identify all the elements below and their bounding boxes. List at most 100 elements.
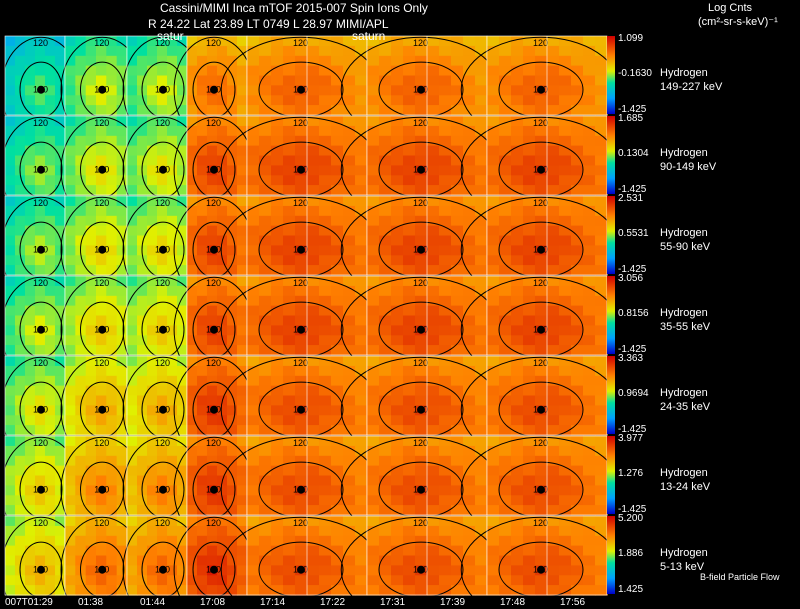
pixel-cell [307, 465, 320, 477]
pixel-cell [177, 365, 188, 377]
pixel-cell [403, 455, 416, 467]
bfield-marker [98, 485, 107, 494]
pixel-cell [167, 105, 178, 116]
pixel-cell [379, 505, 392, 516]
pixel-cell [367, 196, 380, 207]
pixel-cell [271, 585, 284, 596]
pixel-cell [283, 196, 296, 207]
pixel-cell [559, 135, 572, 147]
contour-label: 180 [33, 165, 48, 175]
pixel-cell [283, 276, 296, 287]
pixel-cell [295, 345, 308, 356]
pixel-cell [511, 155, 524, 166]
pixel-cell [259, 395, 272, 406]
pixel-cell [331, 265, 344, 276]
pixel-cell [343, 455, 356, 467]
pixel-cell [271, 165, 284, 176]
pixel-cell [403, 545, 416, 557]
pixel-cell [307, 125, 320, 137]
pixel-cell [85, 215, 97, 227]
pixel-cell [583, 305, 596, 317]
pixel-cell [439, 225, 452, 237]
pixel-cell [331, 85, 344, 96]
pixel-cell [391, 385, 404, 397]
species-label: Hydrogen [660, 467, 708, 479]
bfield-marker [537, 485, 545, 494]
pixel-cell [427, 225, 440, 237]
pixel-cell [259, 565, 272, 576]
pixel-cell [106, 45, 118, 57]
pixel-cell [217, 445, 228, 457]
pixel-cell [167, 265, 178, 276]
pixel-cell [523, 445, 536, 457]
pixel-cell [319, 295, 332, 307]
pixel-cell [227, 185, 238, 196]
pixel-cell [127, 365, 138, 377]
pixel-cell [116, 555, 128, 566]
pixel-cell [137, 145, 148, 157]
pixel-cell [197, 85, 208, 96]
pixel-cell [227, 215, 238, 227]
pixel-cell [475, 475, 488, 486]
species-label: Hydrogen [660, 307, 708, 319]
pixel-cell [583, 185, 596, 196]
pixel-cell [157, 305, 168, 317]
pixel-cell [247, 75, 260, 86]
bfield-marker [159, 245, 167, 254]
pixel-cell [295, 455, 308, 467]
pixel-cell [595, 265, 608, 276]
pixel-cell [15, 436, 26, 447]
pixel-cell [403, 535, 416, 547]
pixel-cell [535, 335, 548, 346]
pixel-cell [116, 305, 128, 317]
pixel-cell [295, 555, 308, 566]
bfield-marker [210, 485, 218, 494]
pixel-cell [15, 375, 26, 387]
pixel-cell [96, 475, 107, 486]
pixel-cell [523, 525, 536, 537]
pixel-cell [355, 445, 368, 457]
pixel-cell [271, 155, 284, 166]
pixel-cell [367, 405, 380, 416]
pixel-cell [5, 255, 16, 266]
contour-label: 180 [533, 325, 548, 335]
pixel-cell [85, 455, 97, 467]
pixel-cell [217, 375, 228, 387]
pixel-cell [343, 405, 356, 416]
pixel-cell [427, 245, 440, 256]
pixel-cell [343, 535, 356, 547]
pixel-cell [295, 235, 308, 246]
pixel-cell [475, 215, 488, 227]
pixel-cell [207, 445, 218, 457]
pixel-cell [523, 315, 536, 326]
pixel-cell [259, 215, 272, 227]
pixel-cell [237, 465, 248, 477]
pixel-cell [5, 505, 16, 516]
pixel-cell [227, 265, 238, 276]
pixel-cell [259, 475, 272, 486]
pixel-cell [227, 225, 238, 237]
colorbar-max: 1.099 [618, 33, 644, 44]
pixel-cell [167, 95, 178, 106]
pixel-cell [25, 125, 36, 137]
pixel-cell [177, 545, 188, 557]
pixel-cell [583, 495, 596, 506]
pixel-cell [475, 245, 488, 256]
pixel-cell [427, 145, 440, 157]
pixel-cell [259, 285, 272, 297]
pixel-cell [355, 175, 368, 186]
pixel-cell [5, 165, 16, 176]
pixel-cell [25, 555, 36, 566]
pixel-cell [439, 295, 452, 307]
pixel-cell [595, 215, 608, 227]
pixel-cell [595, 75, 608, 86]
pixel-cell [177, 155, 188, 166]
pixel-cell [355, 315, 368, 326]
pixel-cell [75, 276, 87, 287]
pixel-cell [15, 345, 26, 356]
contour-label: 180 [155, 85, 170, 95]
pixel-cell [45, 65, 56, 77]
pixel-cell [451, 516, 464, 527]
pixel-cell [75, 205, 87, 217]
pixel-cell [25, 305, 36, 317]
